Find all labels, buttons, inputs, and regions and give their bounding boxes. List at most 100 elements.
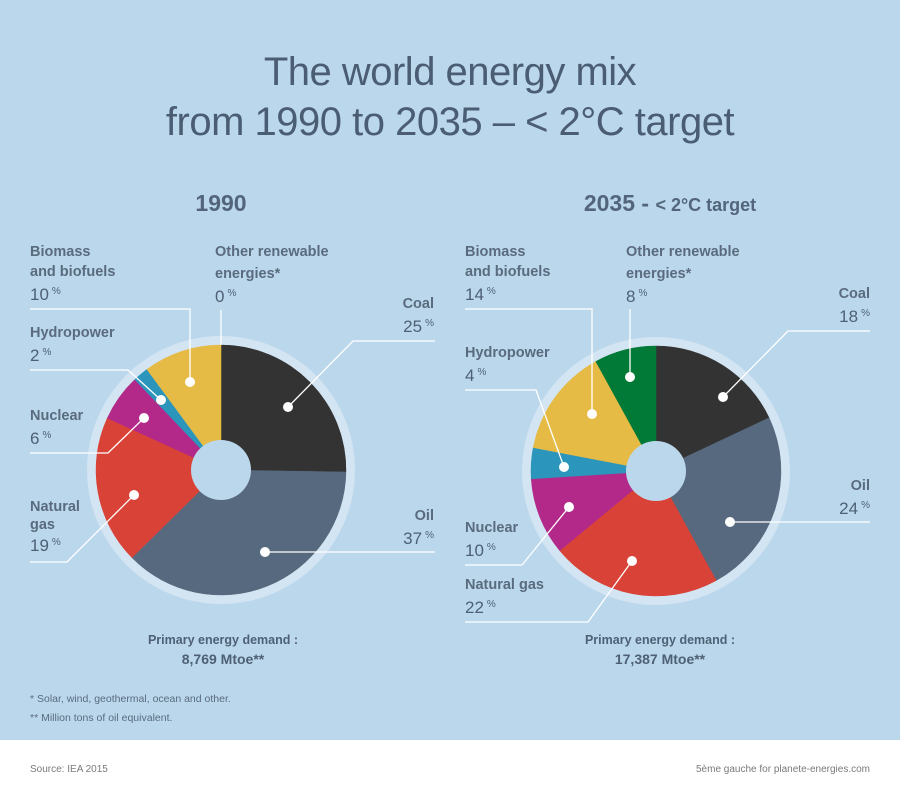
pie-2035-slice-natural-gas [559,470,717,597]
label-name: Natural [30,499,80,515]
dot-1990-hydro [156,395,166,405]
label-value: 2% [30,343,115,366]
label-1990-oil: Oil 37% [403,506,434,549]
leader-2035-hydro [465,389,565,468]
chart-title-2035-main: 2035 - [583,190,650,216]
dot-2035-gas [627,556,637,566]
footnote-mtoe: ** Million tons of oil equivalent. [30,712,173,724]
label-name: Other renewable [626,244,740,260]
label-value: 24% [839,496,870,519]
demand-label: Primary energy demand : [584,633,736,647]
label-1990-coal: Coal 25% [403,294,434,337]
percent: % [861,308,870,319]
percent: % [51,286,61,297]
dot-1990-biomass [185,377,195,387]
value: 25 [403,317,423,336]
label-name: and biofuels [465,264,551,280]
label-2035-nuclear: Nuclear 10% [465,518,518,561]
percent: % [861,500,870,511]
chart-title-2035-small: < 2°C target [655,195,757,215]
percent: % [486,286,496,297]
percent: % [486,542,496,553]
leader-dots [129,372,735,566]
value: 19 [30,536,49,555]
value: 24 [839,499,859,518]
leader-1990-biomass [30,308,191,382]
demand-value: 8,769 Mtoe** [181,651,265,667]
label-value: 18% [839,304,870,327]
label-2035-biomass: Biomass and biofuels 14% [465,242,550,305]
label-2035-oil: Oil 24% [839,476,870,519]
pie-2035-slice-oil [655,417,782,581]
dot-2035-nuclear [564,502,574,512]
value: 18 [839,307,859,326]
percent: % [42,347,52,358]
label-1990-nuclear: Nuclear 6% [30,406,83,449]
percent: % [42,430,52,441]
percent: % [477,367,487,378]
label-name: Coal [402,296,434,312]
label-1990-hydropower: Hydropower 2% [30,323,115,366]
value: 37 [403,529,423,548]
leader-2035-biomass [465,308,593,414]
pie-chart-1990 [87,336,355,604]
leader-lines [30,308,870,623]
label-value: 8% [626,284,740,307]
main-title: The world energy mix [263,50,637,94]
pie-2035-center-hole [626,441,686,501]
label-name: Natural gas [465,577,544,593]
label-value: 14% [465,282,550,305]
dot-2035-other [625,372,635,382]
label-value: 37% [403,526,434,549]
percent: % [227,288,237,299]
label-name: Hydropower [465,345,550,361]
demand-label: Primary energy demand : [147,633,299,647]
label-value: 10% [30,282,115,305]
value: 2 [30,346,40,365]
leader-1990-nuclear [30,417,145,454]
label-value: 25% [403,314,434,337]
label-2035-other-renewables: Other renewable energies* 8% [626,242,740,307]
pie-2035-slice-nuclear [530,470,657,552]
label-2035-natural-gas: Natural gas 22% [465,575,544,618]
leader-1990-coal [287,340,435,408]
credit-text: 5ème gauche for planete-energies.com [696,764,870,775]
label-name: and biofuels [30,264,116,280]
leader-1990-hydro [30,369,162,401]
label-name: energies* [215,266,281,282]
pie-chart-2035 [522,337,790,605]
value: 0 [215,287,225,306]
label-value: 6% [30,426,83,449]
dot-1990-nuclear [139,413,149,423]
dot-2035-coal [718,392,728,402]
demand-2035: Primary energy demand : 17,387 Mtoe** [510,633,810,667]
label-name: Other renewable [215,244,329,260]
label-name: Oil [850,478,870,494]
value: 10 [30,285,49,304]
demand-value: 17,387 Mtoe** [614,651,706,667]
label-name: Oil [414,508,434,524]
label-name: Nuclear [30,408,84,424]
label-name: Biomass [465,244,526,260]
leader-2035-nuclear [465,506,570,566]
footnote-renewables: * Solar, wind, geothermal, ocean and oth… [30,693,231,705]
percent: % [425,318,434,329]
dot-2035-oil [725,517,735,527]
pie-2035-slice-coal [655,345,770,472]
label-1990-other-renewables: Other renewable energies* 0% [215,242,329,307]
subtitle: from 1990 to 2035 – < 2°C target [165,100,735,144]
label-1990-natural-gas: Natural gas 19% [30,498,80,555]
label-name: Nuclear [465,520,519,536]
pie-1990-slice-natural-gas [95,417,222,559]
label-value: 0% [215,284,329,307]
label-name: Hydropower [30,325,115,341]
percent: % [51,537,61,548]
source-text: Source: IEA 2015 [30,764,108,775]
label-value: 22% [465,595,544,618]
dot-1990-coal [283,402,293,412]
label-2035-coal: Coal 18% [839,284,870,327]
dot-2035-hydro [559,462,569,472]
dot-1990-gas [129,490,139,500]
percent: % [486,599,496,610]
value: 4 [465,366,475,385]
